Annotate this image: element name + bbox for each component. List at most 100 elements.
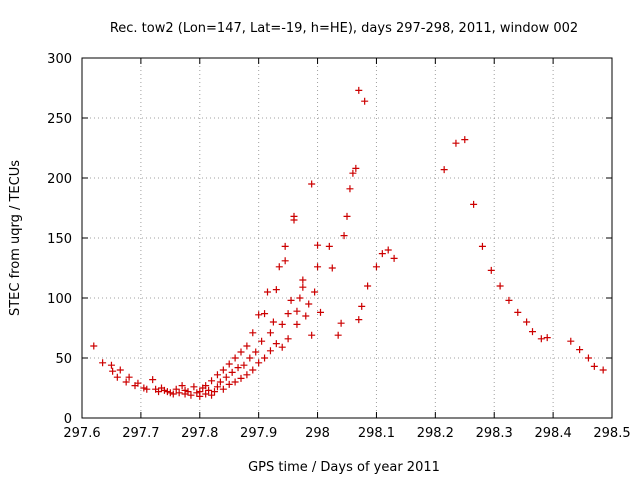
- data-point: [143, 385, 151, 393]
- data-point: [216, 378, 224, 386]
- data-point: [314, 241, 322, 249]
- data-point: [325, 242, 333, 250]
- data-point: [109, 367, 117, 375]
- data-point: [290, 212, 298, 220]
- x-tick-label: 297.7: [122, 426, 159, 441]
- data-point: [107, 361, 115, 369]
- data-point: [202, 382, 210, 390]
- data-point: [175, 389, 183, 397]
- data-point: [514, 308, 522, 316]
- data-point: [99, 359, 107, 367]
- data-point: [240, 361, 248, 369]
- data-point: [231, 378, 239, 386]
- data-point: [317, 308, 324, 316]
- plot-frame: [81, 57, 613, 419]
- data-point: [334, 331, 342, 339]
- data-point: [308, 331, 316, 339]
- data-point: [529, 328, 536, 336]
- data-point: [340, 232, 348, 240]
- data-point: [213, 371, 221, 379]
- data-point: [243, 371, 251, 379]
- data-point: [219, 385, 227, 393]
- data-point: [231, 354, 239, 362]
- data-point: [178, 382, 186, 390]
- data-point: [284, 335, 292, 343]
- data-point: [252, 348, 260, 356]
- data-point: [349, 169, 357, 177]
- data-point: [228, 368, 236, 376]
- data-point: [281, 242, 289, 250]
- data-point: [496, 282, 504, 290]
- data-point: [237, 348, 245, 356]
- data-point: [452, 139, 460, 147]
- data-point: [222, 373, 230, 381]
- x-tick-label: 297.9: [240, 426, 277, 441]
- data-point: [355, 316, 363, 324]
- data-point: [284, 310, 292, 318]
- data-point: [255, 359, 263, 367]
- x-tick-label: 298.3: [476, 426, 513, 441]
- data-point: [337, 319, 345, 327]
- data-point: [567, 337, 575, 345]
- data-point: [264, 288, 271, 296]
- data-point: [293, 320, 301, 328]
- data-point: [378, 250, 386, 258]
- data-point: [461, 136, 469, 144]
- data-point: [269, 318, 277, 326]
- y-tick-label: 200: [47, 172, 72, 187]
- data-point: [113, 373, 121, 381]
- x-tick-label: 298.5: [593, 426, 630, 441]
- data-point: [258, 337, 266, 345]
- data-point: [208, 377, 216, 385]
- data-point: [169, 390, 177, 398]
- data-point: [505, 296, 513, 304]
- y-tick-label: 300: [47, 52, 72, 67]
- x-tick-label: 298: [305, 426, 330, 441]
- y-axis-label: STEC from uqrg / TECUs: [8, 160, 23, 316]
- data-points: [90, 86, 607, 400]
- data-point: [225, 380, 233, 388]
- y-tick-labels: 0 50 100 150 200 250 300: [47, 52, 72, 427]
- x-tick-label: 298.4: [535, 426, 572, 441]
- data-point: [155, 388, 163, 396]
- data-point: [293, 307, 301, 315]
- data-point: [125, 373, 133, 381]
- data-point: [287, 296, 295, 304]
- data-point: [202, 390, 210, 398]
- data-point: [160, 386, 168, 394]
- data-point: [261, 354, 269, 362]
- data-point: [187, 391, 195, 399]
- data-point: [346, 185, 354, 193]
- y-tick-label: 0: [64, 412, 72, 427]
- data-point: [134, 379, 142, 387]
- data-point: [184, 388, 192, 396]
- data-point: [590, 362, 598, 370]
- data-point: [219, 366, 227, 374]
- data-point: [478, 242, 486, 250]
- data-point: [225, 360, 233, 368]
- x-tick-label: 298.1: [358, 426, 395, 441]
- data-point: [234, 364, 242, 372]
- data-point: [523, 318, 531, 326]
- data-point: [275, 263, 283, 271]
- data-point: [355, 86, 363, 94]
- data-point: [237, 374, 245, 382]
- data-point: [90, 342, 98, 350]
- data-point: [181, 386, 189, 394]
- data-point: [599, 366, 607, 374]
- data-point: [296, 294, 304, 302]
- data-point: [163, 388, 171, 396]
- data-point: [255, 311, 263, 319]
- data-point: [122, 378, 130, 386]
- data-point: [272, 340, 280, 348]
- y-tick-label: 150: [47, 232, 72, 247]
- data-point: [343, 212, 351, 220]
- x-tick-label: 297.8: [181, 426, 218, 441]
- grid-lines: [82, 58, 612, 418]
- data-point: [249, 329, 257, 337]
- data-point: [299, 283, 307, 291]
- data-point: [266, 329, 274, 337]
- data-point: [543, 334, 551, 342]
- data-point: [537, 335, 545, 343]
